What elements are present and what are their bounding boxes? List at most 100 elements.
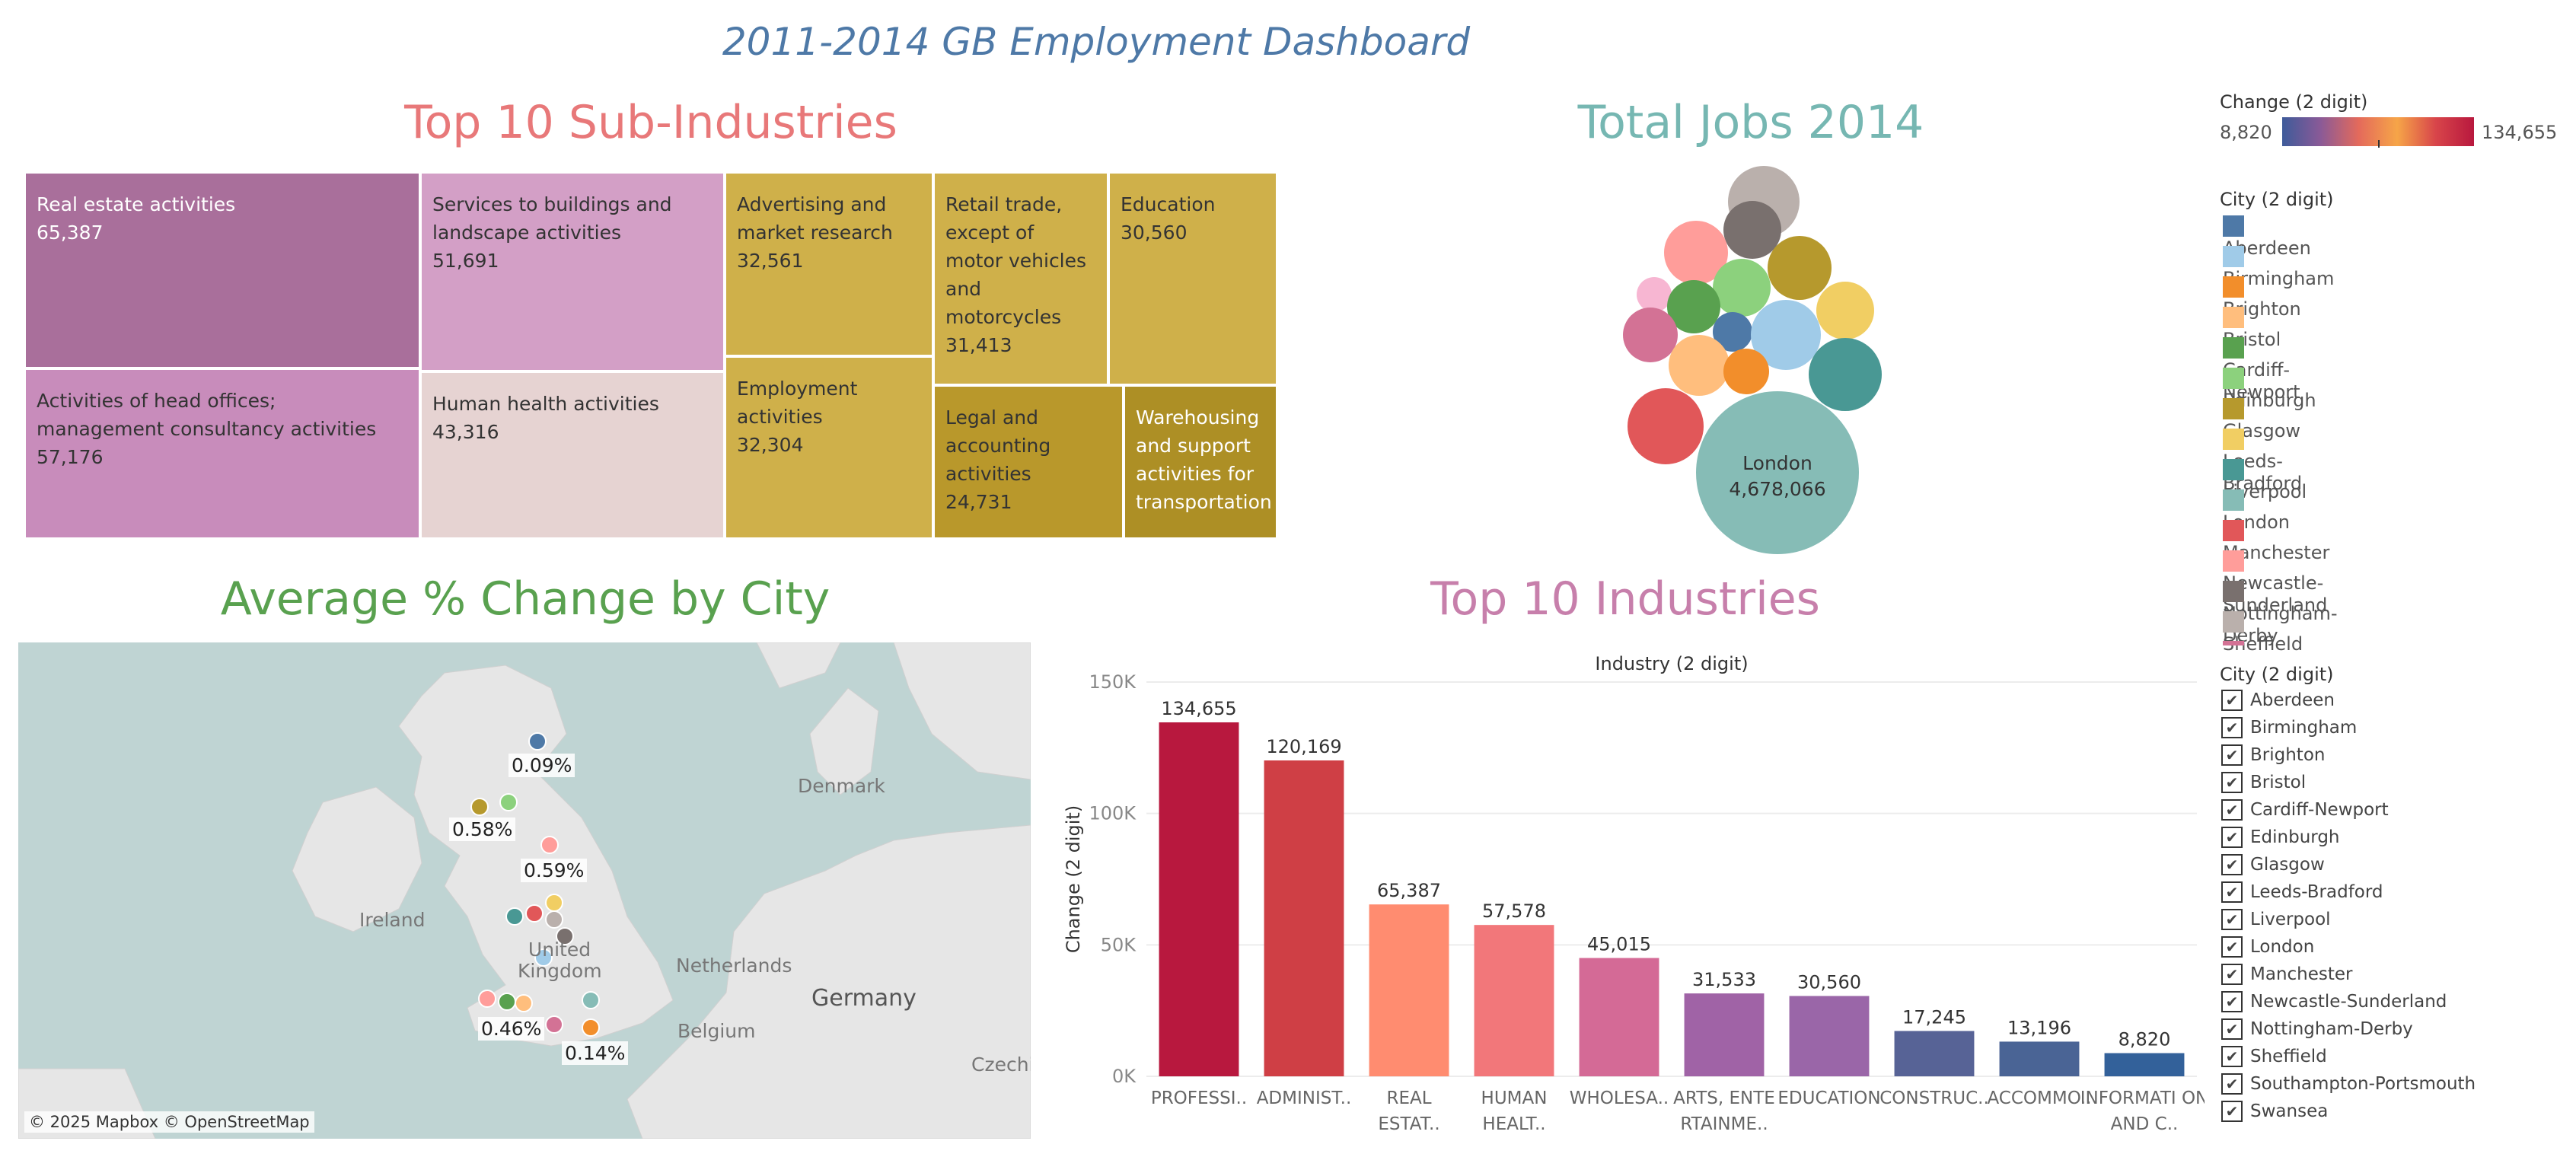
map-dot-swansea[interactable]: [478, 990, 496, 1008]
city-filter-item[interactable]: ✔ Manchester: [2221, 964, 2353, 990]
city-filter-item[interactable]: ✔ Birmingham: [2221, 717, 2357, 743]
color-legend-title: Change (2 digit): [2220, 91, 2368, 113]
checkbox[interactable]: ✔: [2221, 964, 2243, 985]
treemap-cell-value: 57,176: [37, 446, 104, 468]
city-filter-item[interactable]: ✔ Southampton-Portsmouth: [2221, 1073, 2476, 1099]
checkbox[interactable]: ✔: [2221, 1046, 2243, 1067]
city-filter-item[interactable]: ✔ Bristol: [2221, 772, 2306, 798]
city-filter-item[interactable]: ✔ Aberdeen: [2221, 690, 2335, 716]
bar[interactable]: [1159, 722, 1239, 1076]
map-dot-bristol[interactable]: [515, 994, 533, 1012]
legend-item[interactable]: Cardiff-Newport: [2223, 336, 2300, 403]
treemap-cell[interactable]: Employment activities 32,304: [725, 356, 933, 539]
bar[interactable]: [1474, 925, 1554, 1076]
checkbox[interactable]: ✔: [2221, 1073, 2243, 1095]
bubble-glasgow[interactable]: [1768, 236, 1832, 300]
map-dot-liverpool[interactable]: [505, 907, 524, 926]
checkbox[interactable]: ✔: [2221, 854, 2243, 875]
checkbox[interactable]: ✔: [2221, 827, 2243, 848]
bar[interactable]: [1894, 1031, 1975, 1076]
legend-item[interactable]: Liverpool: [2223, 458, 2307, 502]
city-filter-item[interactable]: ✔ Newcastle-Sunderland: [2221, 991, 2447, 1017]
treemap-cell[interactable]: Advertising and market research 32,561: [725, 172, 933, 356]
treemap-cell[interactable]: Warehousing and support activities for t…: [1124, 385, 1277, 539]
treemap-cell[interactable]: Services to buildings and landscape acti…: [420, 172, 725, 371]
city-filter-item[interactable]: ✔ Sheffield: [2221, 1046, 2327, 1072]
map-dot-manchester[interactable]: [525, 904, 544, 923]
legend-item[interactable]: Birmingham: [2223, 245, 2334, 289]
bubble-edinburgh[interactable]: [1713, 259, 1771, 317]
city-filter-item[interactable]: ✔ Liverpool: [2221, 909, 2331, 935]
legend-item[interactable]: Newcastle-Sunderland: [2223, 550, 2327, 616]
checkbox[interactable]: ✔: [2221, 690, 2243, 711]
legend-item[interactable]: Nottingham-Derby: [2223, 580, 2338, 646]
map-dot-edinburgh[interactable]: [499, 793, 518, 811]
map-dot-cardiff-newport[interactable]: [498, 993, 516, 1011]
checkbox[interactable]: ✔: [2221, 717, 2243, 738]
map-dot-southampton[interactable]: [545, 1015, 563, 1034]
city-filter-item[interactable]: ✔ Brighton: [2221, 744, 2325, 770]
legend-item[interactable]: Brighton: [2223, 276, 2301, 320]
treemap-cell[interactable]: Education 30,560: [1108, 172, 1277, 385]
city-filter-item[interactable]: ✔ Glasgow: [2221, 854, 2325, 880]
checkbox[interactable]: ✔: [2221, 909, 2243, 930]
treemap-cell[interactable]: Human health activities 43,316: [420, 371, 725, 539]
bar[interactable]: [1999, 1041, 2080, 1076]
map-dot-leeds-bradford[interactable]: [545, 894, 563, 912]
map-label-glasgow: 0.58%: [449, 818, 516, 841]
map[interactable]: 0.09% 0.58% 0.59% 0.46% 0.14% Denmark Ir…: [18, 642, 1031, 1139]
city-filter-item[interactable]: ✔ Cardiff-Newport: [2221, 799, 2389, 825]
legend-item[interactable]: Sheffield: [2223, 610, 2303, 655]
bar[interactable]: [1264, 760, 1344, 1076]
checkbox[interactable]: ✔: [2221, 799, 2243, 821]
map-dot-birmingham[interactable]: [534, 948, 553, 967]
map-dot-newcastle-sunderland[interactable]: [540, 836, 559, 854]
checkbox[interactable]: ✔: [2221, 991, 2243, 1012]
map-dot-nottingham-derby[interactable]: [556, 927, 574, 945]
legend-item[interactable]: Manchester: [2223, 519, 2329, 563]
treemap-cell-label: Human health activities: [432, 393, 659, 415]
treemap-cell[interactable]: Real estate activities 65,387: [24, 172, 420, 368]
checkbox[interactable]: ✔: [2221, 881, 2243, 903]
bubble-manchester[interactable]: [1628, 388, 1704, 464]
city-filter-item[interactable]: ✔ Edinburgh: [2221, 827, 2340, 853]
checkbox[interactable]: ✔: [2221, 936, 2243, 958]
legend-item[interactable]: Aberdeen: [2223, 215, 2311, 259]
color-legend-tick: [2378, 140, 2380, 148]
legend-item[interactable]: Leeds-Bradford: [2223, 428, 2302, 494]
bubble-leeds-bradford[interactable]: [1816, 282, 1874, 339]
map-dot-aberdeen[interactable]: [528, 732, 547, 751]
legend-item[interactable]: Bristol: [2223, 306, 2281, 350]
checkbox[interactable]: ✔: [2221, 1018, 2243, 1040]
bubble-small[interactable]: [1637, 277, 1672, 312]
bubble-london[interactable]: London 4,678,066: [1696, 391, 1859, 554]
treemap-cell[interactable]: Legal and accounting activities 24,731: [933, 385, 1124, 539]
legend-item[interactable]: Glasgow: [2223, 397, 2300, 441]
city-filter-item[interactable]: ✔ Nottingham-Derby: [2221, 1018, 2413, 1044]
bubble-brighton[interactable]: [1723, 349, 1769, 394]
bubble-nottingham-derby[interactable]: [1723, 201, 1781, 259]
legend-item[interactable]: Edinburgh: [2223, 367, 2316, 411]
map-dot-brighton[interactable]: [582, 1018, 600, 1037]
legend-item[interactable]: London: [2223, 489, 2290, 533]
bar[interactable]: [1789, 996, 1870, 1076]
bubble-liverpool[interactable]: [1809, 338, 1882, 411]
city-filter-item[interactable]: ✔ Swansea: [2221, 1101, 2328, 1127]
city-filter-item[interactable]: ✔ London: [2221, 936, 2314, 962]
bar[interactable]: [2104, 1053, 2185, 1076]
map-dot-glasgow[interactable]: [470, 798, 489, 816]
map-dot-sheffield[interactable]: [545, 910, 563, 929]
treemap-cell[interactable]: Activities of head offices; management c…: [24, 368, 420, 539]
city-filter-label: Manchester: [2250, 964, 2353, 984]
bubble-bristol[interactable]: [1669, 335, 1730, 396]
bar[interactable]: [1684, 993, 1765, 1076]
bar[interactable]: [1369, 904, 1449, 1076]
checkbox[interactable]: ✔: [2221, 744, 2243, 766]
bar[interactable]: [1579, 958, 1659, 1076]
checkbox[interactable]: ✔: [2221, 1101, 2243, 1122]
treemap-cell[interactable]: Retail trade, except of motor vehicles a…: [933, 172, 1108, 385]
bubble-extra[interactable]: [1623, 308, 1678, 362]
checkbox[interactable]: ✔: [2221, 772, 2243, 793]
map-dot-london[interactable]: [582, 991, 600, 1009]
city-filter-item[interactable]: ✔ Leeds-Bradford: [2221, 881, 2383, 907]
